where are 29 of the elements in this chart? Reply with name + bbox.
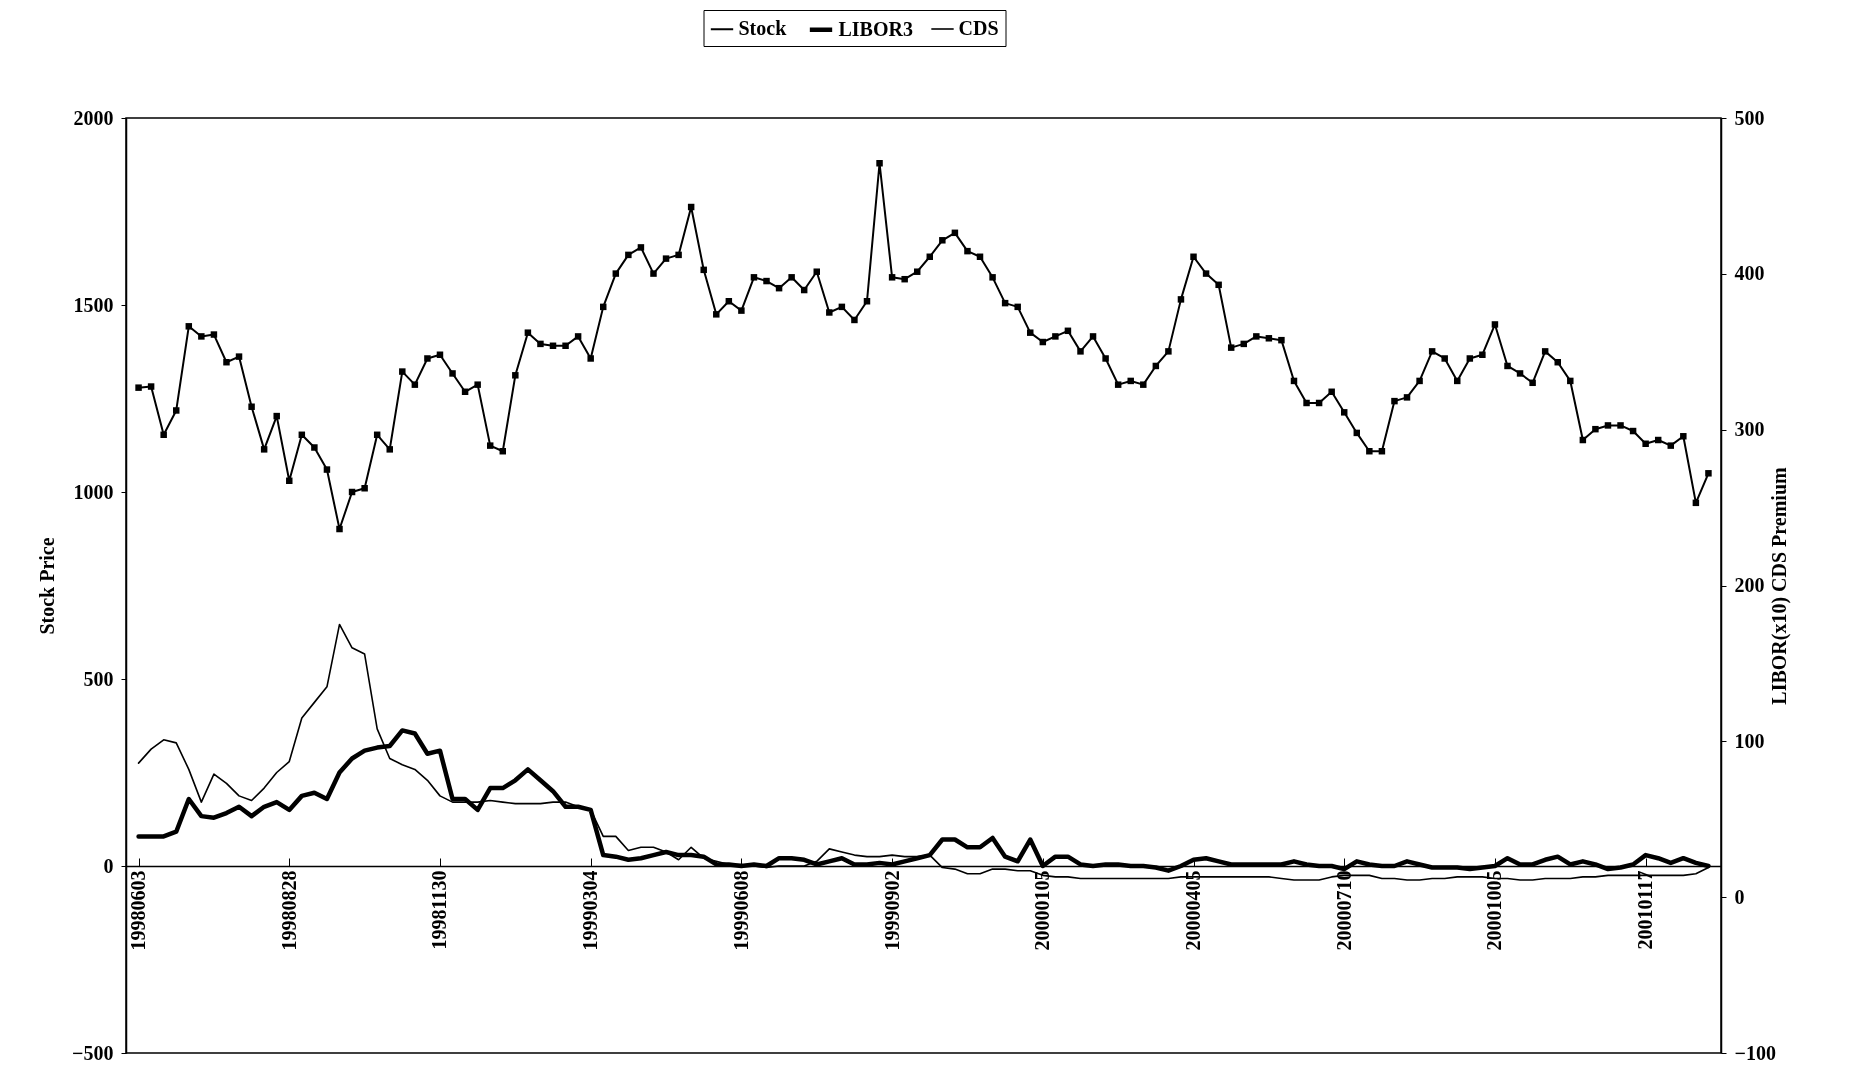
y2-tick-label: 500 — [1734, 106, 1765, 129]
x-tick-label: 19990304 — [579, 870, 602, 951]
x-tick-label: 20001005 — [1483, 870, 1506, 951]
legend-label: LIBOR3 — [838, 17, 913, 40]
y-axis-title: Stock Price — [36, 537, 59, 635]
y-tick-label: 1500 — [73, 293, 114, 316]
y2-tick-label: 0 — [1734, 885, 1745, 908]
y-tick-label: 500 — [83, 667, 114, 690]
legend-label: Stock — [738, 17, 788, 40]
y2-tick-label: 200 — [1734, 574, 1765, 596]
x-tick-label: 20000405 — [1182, 870, 1205, 951]
y-tick-label: 2000 — [73, 106, 114, 129]
x-tick-label: 20010117 — [1634, 870, 1657, 950]
legend-label: CDS — [958, 17, 999, 39]
y-tick-label: 1000 — [73, 480, 114, 503]
x-tick-label: 19981130 — [428, 870, 451, 950]
x-tick-label: 19980828 — [277, 870, 300, 951]
x-tick-label: 20000105 — [1031, 870, 1054, 951]
y2-tick-label: 300 — [1734, 418, 1765, 441]
y2-tick-label: 100 — [1734, 729, 1765, 752]
y2-tick-label: 400 — [1734, 262, 1765, 285]
x-tick-label: 19980603 — [127, 870, 150, 951]
y-tick-label: 0 — [103, 854, 114, 877]
x-tick-label: 19990608 — [729, 870, 752, 951]
y-tick-label: −500 — [72, 1041, 114, 1064]
x-tick-label: 19990902 — [880, 870, 903, 951]
x-tick-label: 20000710 — [1332, 870, 1355, 951]
y2-axis-title: LIBOR(x10) CDS Premium — [1767, 466, 1791, 705]
y2-tick-label: −100 — [1734, 1041, 1776, 1064]
